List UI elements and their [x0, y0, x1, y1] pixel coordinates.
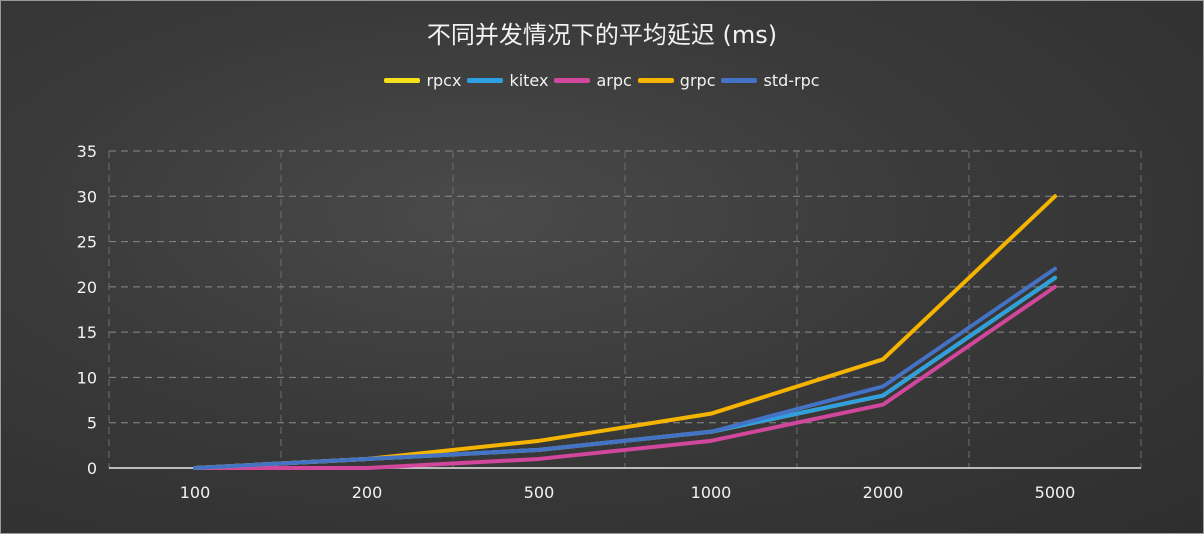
legend-item-rpcx[interactable]: rpcx [384, 71, 461, 90]
legend-label: kitex [509, 71, 549, 90]
legend-swatch [637, 78, 674, 83]
legend-item-kitex[interactable]: kitex [467, 71, 548, 90]
y-tick-label: 10 [77, 368, 97, 387]
series-line-arpc [193, 284, 1057, 470]
x-tick-label: 1000 [691, 483, 732, 502]
legend-label: grpc [679, 71, 716, 90]
y-tick-label: 35 [77, 142, 97, 161]
legend-item-grpc[interactable]: grpc [637, 71, 716, 90]
chart-title: 不同并发情况下的平均延迟 (ms) [426, 21, 778, 49]
legend-label: rpcx [426, 71, 462, 90]
chart-frame: 不同并发情况下的平均延迟 (ms) rpcx kitex arpc grpc std-r… [0, 0, 1204, 534]
y-tick-label: 5 [87, 414, 97, 433]
y-tick-label: 25 [77, 233, 97, 252]
legend-swatch [721, 78, 758, 83]
legend-label: std-rpc [763, 71, 820, 90]
legend-label: arpc [596, 71, 632, 90]
x-tick-label: 500 [524, 483, 555, 502]
y-tick-label: 20 [77, 278, 97, 297]
y-tick-label: 15 [77, 323, 97, 342]
x-tick-label: 100 [180, 483, 211, 502]
legend: rpcx kitex arpc grpc std-rpc [1, 71, 1203, 90]
series-line-std-rpc [193, 266, 1057, 470]
legend-swatch [467, 78, 504, 83]
x-tick-label: 2000 [863, 483, 904, 502]
legend-swatch [384, 78, 421, 83]
legend-swatch [554, 78, 591, 83]
plot-area: 0 5 10 15 20 25 30 35 100 200 500 1000 2000 5000 [77, 142, 1142, 502]
legend-item-std-rpc[interactable]: std-rpc [721, 71, 820, 90]
y-tick-label: 0 [87, 459, 97, 478]
legend-item-arpc[interactable]: arpc [554, 71, 632, 90]
y-tick-label: 30 [77, 187, 97, 206]
x-tick-label: 200 [352, 483, 383, 502]
x-tick-label: 5000 [1035, 483, 1076, 502]
